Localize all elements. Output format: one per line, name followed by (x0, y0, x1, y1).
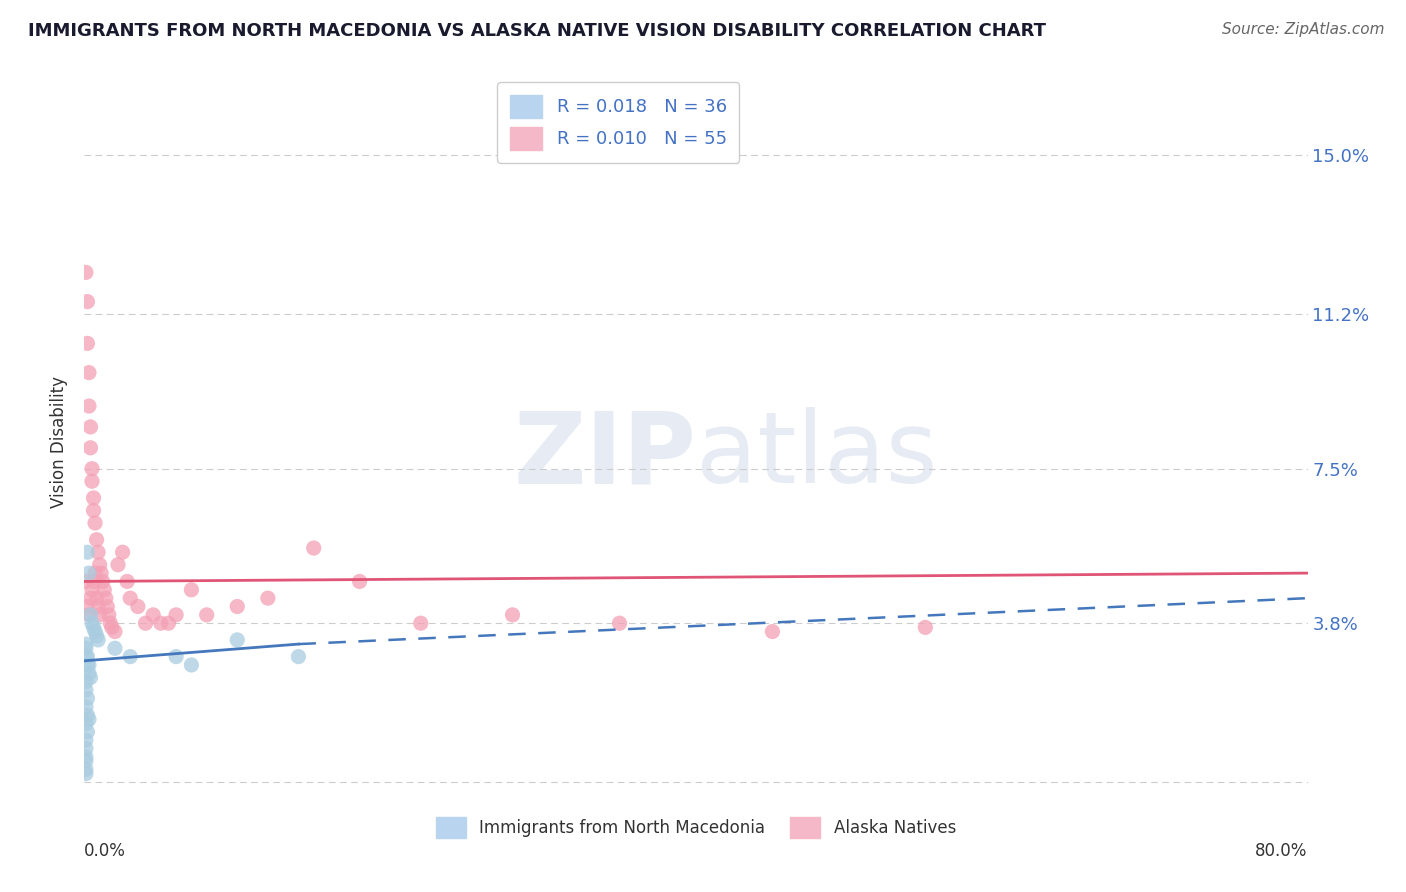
Point (302, 541, 325, 555)
Point (75, 716, 97, 731)
Text: Source: ZipAtlas.com: Source: ZipAtlas.com (1222, 22, 1385, 37)
Point (104, 641, 127, 656)
Point (76, 599, 98, 614)
Point (75, 574, 97, 589)
Point (86, 533, 108, 547)
Point (287, 649, 309, 664)
Point (97, 607, 120, 622)
Point (76, 294, 98, 309)
Point (75, 766, 97, 780)
Point (76, 545, 98, 559)
Y-axis label: Vision Disability: Vision Disability (51, 376, 69, 508)
Point (135, 616, 157, 631)
Point (79, 607, 101, 622)
Point (101, 620, 124, 634)
Legend: Immigrants from North Macedonia, Alaska Natives: Immigrants from North Macedonia, Alaska … (429, 810, 963, 845)
Point (87, 599, 110, 614)
Point (87, 545, 110, 559)
Point (76, 657, 98, 672)
Point (165, 607, 187, 622)
Point (75, 649, 97, 664)
Point (79, 671, 101, 685)
Point (257, 591, 280, 606)
Point (79, 420, 101, 434)
Point (75, 637, 97, 651)
Point (107, 558, 129, 572)
Point (75, 674, 97, 689)
Point (90, 566, 112, 580)
Point (83, 503, 105, 517)
Point (77, 607, 100, 622)
Point (75, 763, 97, 777)
Point (86, 629, 108, 643)
Point (226, 599, 249, 614)
Point (84, 624, 107, 639)
Point (77, 657, 100, 672)
Point (98, 616, 121, 631)
Point (76, 724, 98, 739)
Point (77, 666, 100, 681)
Text: ZIP: ZIP (513, 408, 696, 505)
Point (120, 591, 142, 606)
Point (89, 558, 111, 572)
Text: atlas: atlas (696, 408, 938, 505)
Point (180, 657, 202, 672)
Point (94, 591, 117, 606)
Point (226, 632, 249, 647)
Point (77, 712, 100, 726)
Point (83, 620, 105, 634)
Text: 80.0%: 80.0% (1256, 842, 1308, 860)
Point (761, 624, 783, 639)
Point (76, 691, 98, 706)
Point (79, 441, 101, 455)
Point (76, 649, 98, 664)
Point (79, 591, 101, 606)
Point (77, 399, 100, 413)
Text: IMMIGRANTS FROM NORTH MACEDONIA VS ALASKA NATIVE VISION DISABILITY CORRELATION C: IMMIGRANTS FROM NORTH MACEDONIA VS ALASK… (28, 22, 1046, 40)
Point (91, 574, 114, 589)
Point (127, 599, 149, 614)
Point (165, 649, 187, 664)
Point (83, 491, 105, 505)
Point (75, 641, 97, 656)
Point (75, 749, 97, 764)
Point (80, 582, 103, 597)
Point (111, 545, 134, 559)
Point (149, 616, 172, 631)
Point (609, 616, 631, 631)
Text: 0.0%: 0.0% (84, 842, 127, 860)
Point (75, 754, 97, 768)
Point (76, 336, 98, 351)
Point (80, 474, 103, 488)
Point (93, 582, 115, 597)
Point (80, 616, 103, 631)
Point (84, 516, 107, 530)
Point (96, 599, 118, 614)
Point (77, 366, 100, 380)
Point (75, 683, 97, 698)
Point (142, 607, 165, 622)
Point (89, 607, 111, 622)
Point (180, 582, 202, 597)
Point (83, 574, 105, 589)
Point (409, 616, 432, 631)
Point (87, 632, 110, 647)
Point (115, 574, 138, 589)
Point (75, 265, 97, 279)
Point (104, 624, 127, 639)
Point (86, 591, 108, 606)
Point (75, 699, 97, 714)
Point (77, 566, 100, 580)
Point (80, 461, 103, 475)
Point (84, 566, 107, 580)
Point (157, 616, 180, 631)
Point (195, 607, 218, 622)
Point (502, 607, 524, 622)
Point (75, 733, 97, 747)
Point (76, 708, 98, 723)
Point (914, 620, 936, 634)
Point (120, 649, 142, 664)
Point (349, 574, 371, 589)
Point (75, 741, 97, 756)
